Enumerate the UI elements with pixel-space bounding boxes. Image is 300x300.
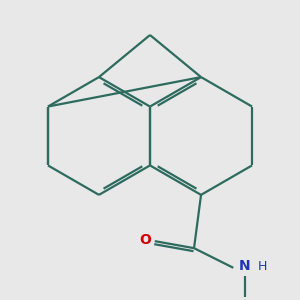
Text: H: H <box>258 260 267 273</box>
Text: N: N <box>239 260 250 273</box>
Text: O: O <box>139 233 151 247</box>
